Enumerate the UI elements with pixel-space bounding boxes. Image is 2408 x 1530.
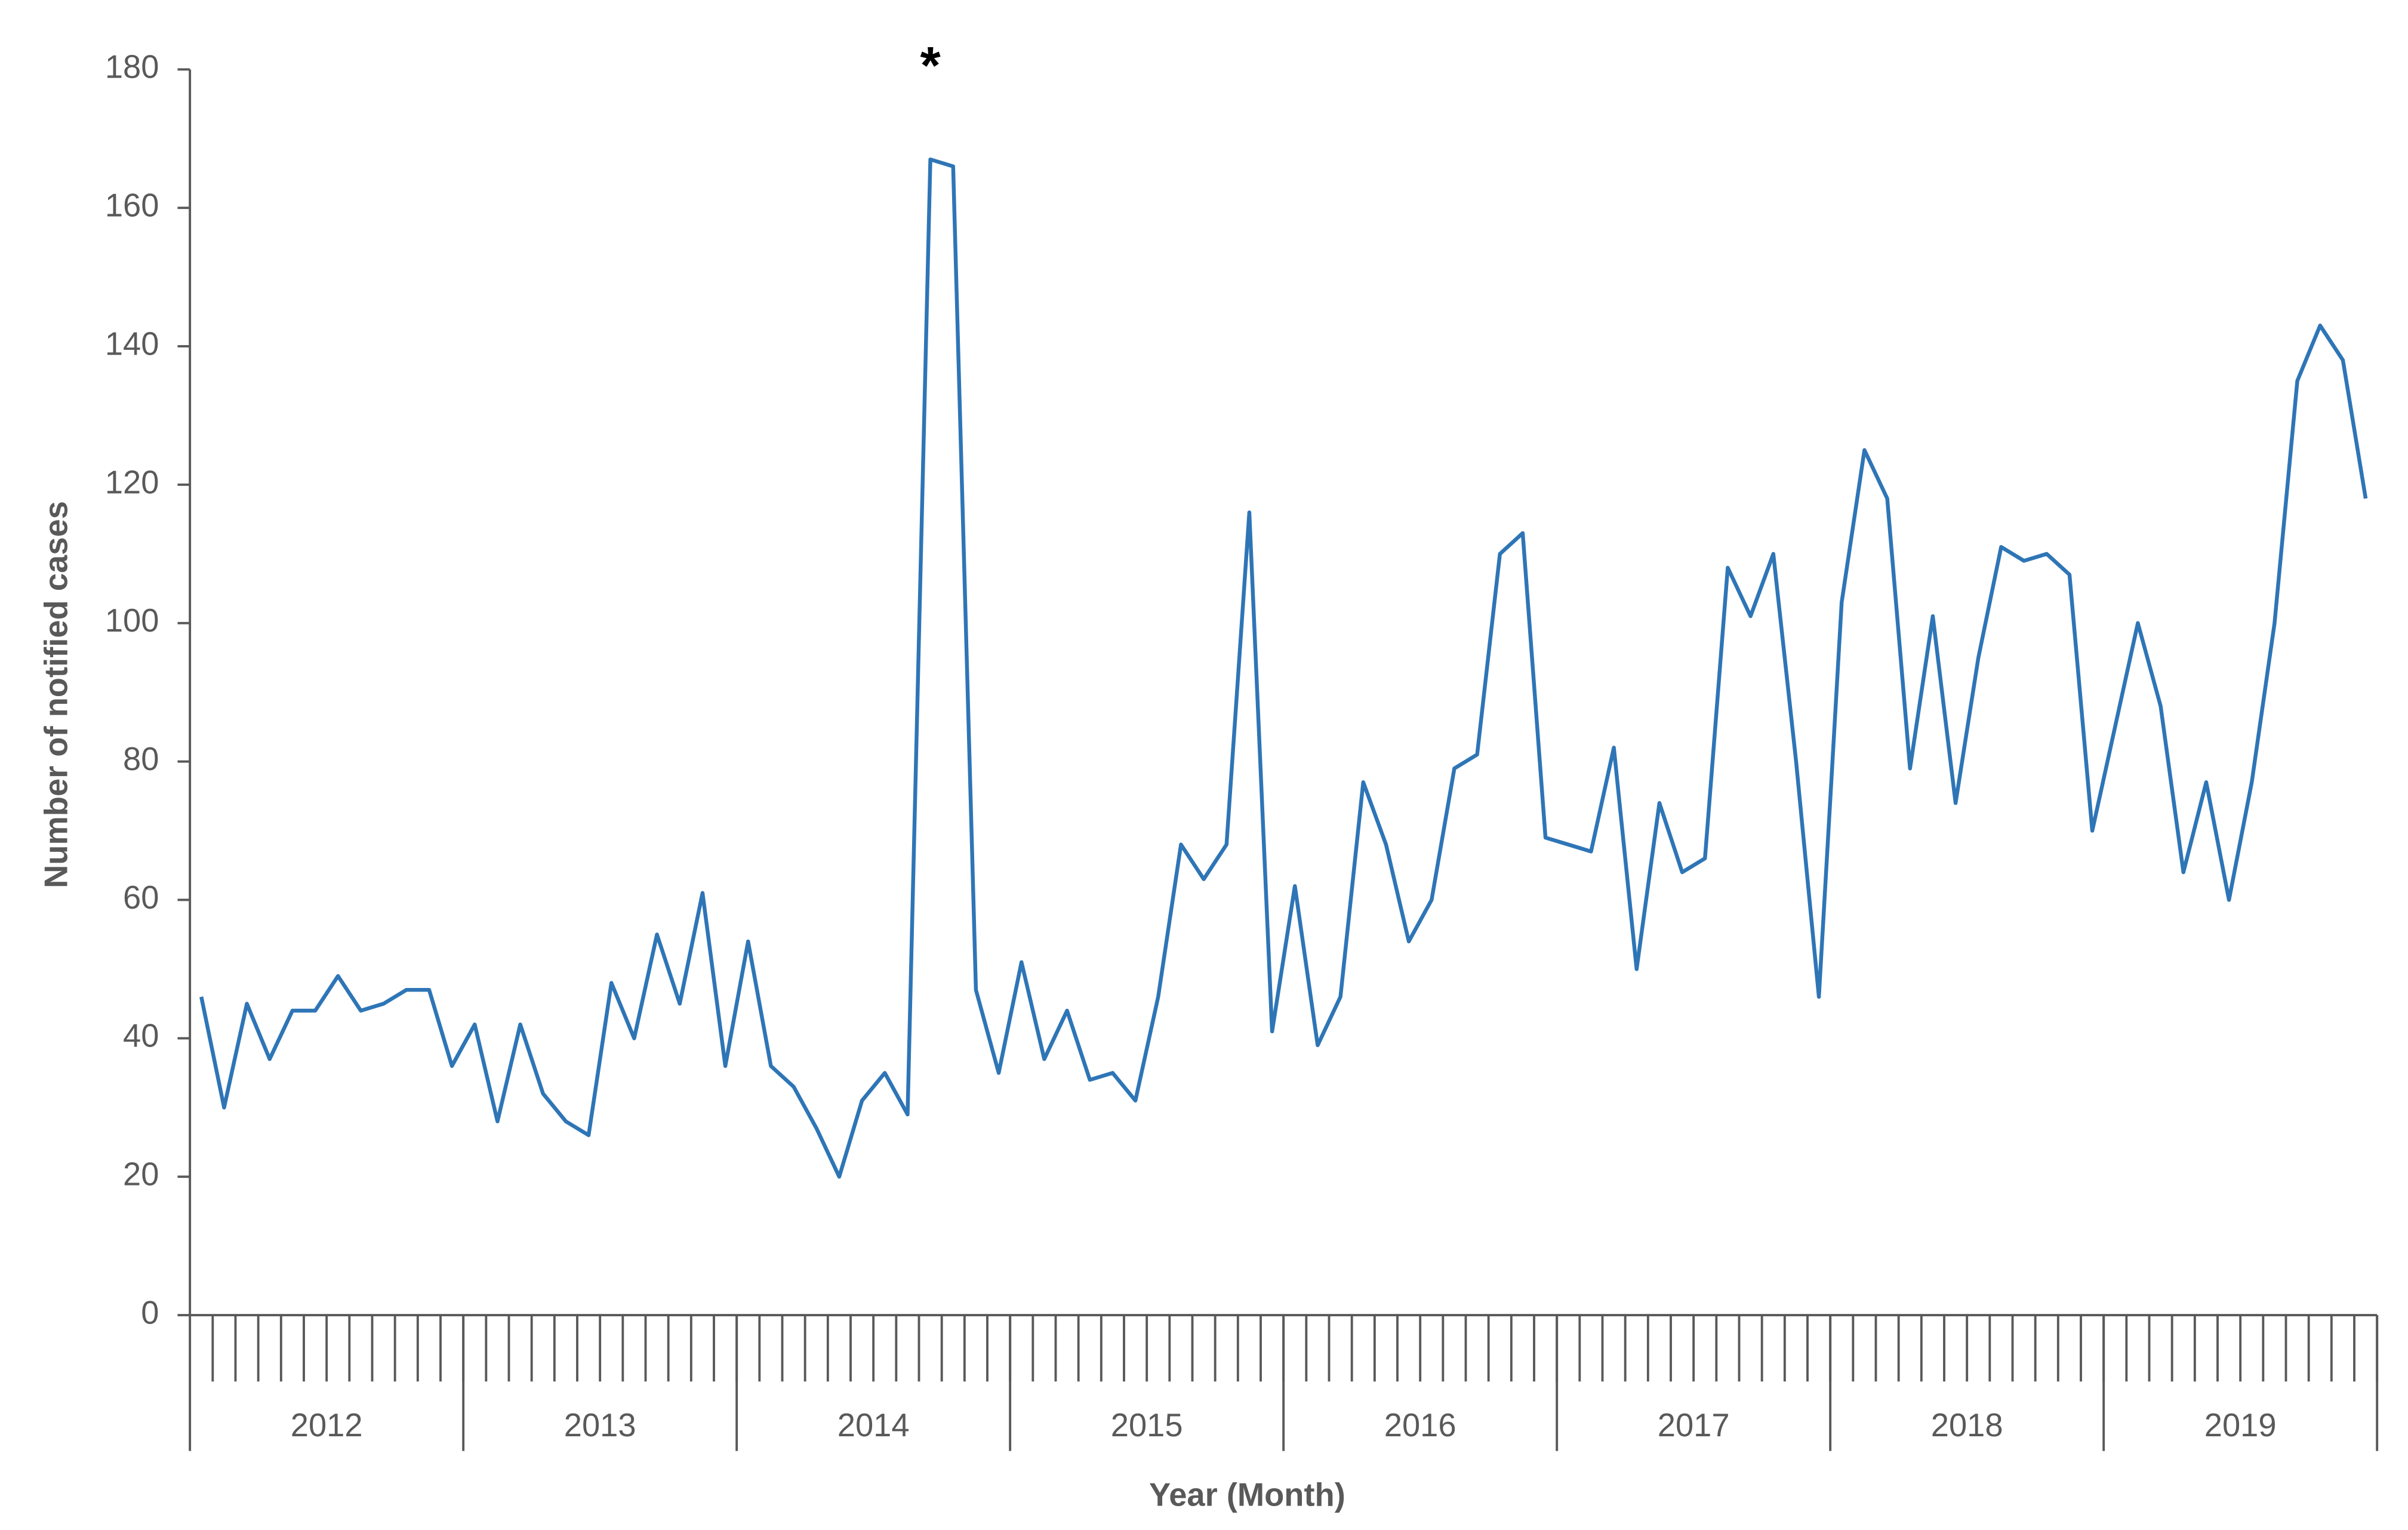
y-tick-label: 0 [141, 1294, 159, 1331]
y-tick-label: 160 [105, 187, 159, 224]
year-label: 2017 [1658, 1407, 1730, 1443]
y-tick-label: 180 [105, 49, 159, 85]
x-axis-title: Year (Month) [1149, 1477, 1345, 1513]
year-label: 2018 [1931, 1407, 2003, 1443]
y-tick-label: 100 [105, 602, 159, 639]
year-label: 2014 [837, 1407, 910, 1443]
y-tick-label: 40 [123, 1018, 159, 1054]
year-label: 2019 [2204, 1407, 2277, 1443]
y-tick-label: 60 [123, 879, 159, 916]
year-label: 2013 [564, 1407, 636, 1443]
y-tick-label: 80 [123, 741, 159, 777]
year-label: 2015 [1111, 1407, 1183, 1443]
year-label: 2016 [1384, 1407, 1456, 1443]
y-tick-label: 20 [123, 1156, 159, 1193]
annotation: * [920, 36, 941, 95]
y-tick-label: 140 [105, 325, 159, 362]
y-axis-title: Number of notified cases [38, 501, 75, 888]
year-label: 2012 [291, 1407, 363, 1443]
series-line [199, 157, 2368, 1179]
y-tick-label: 120 [105, 464, 159, 500]
